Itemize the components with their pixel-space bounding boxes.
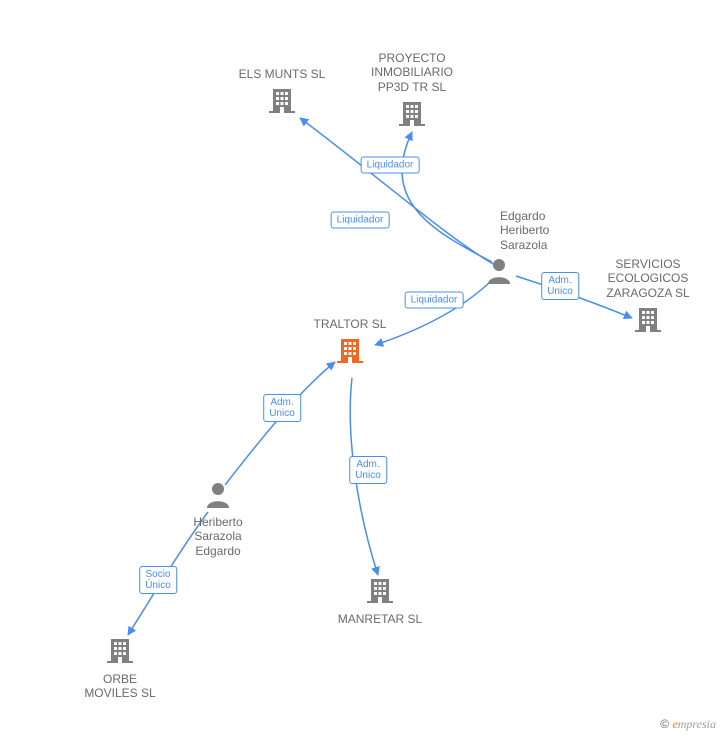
edge-label: Socio Único [139, 566, 177, 594]
company-node[interactable]: MANRETAR SL [320, 575, 440, 626]
building-icon [335, 335, 365, 368]
watermark: © empresia [660, 717, 716, 732]
company-node[interactable]: TRALTOR SL [290, 317, 410, 368]
node-label: PROYECTO INMOBILIARIO PP3D TR SL [352, 51, 472, 94]
edge-label: Adm. Unico [349, 456, 387, 484]
node-label: Edgardo Heriberto Sarazola [500, 209, 600, 252]
edge-label: Adm. Unico [263, 394, 301, 422]
node-label: Heriberto Sarazola Edgardo [158, 515, 278, 558]
building-icon [105, 635, 135, 668]
company-node[interactable]: PROYECTO INMOBILIARIO PP3D TR SL [352, 51, 472, 131]
building-icon [267, 85, 297, 118]
node-label: SERVICIOS ECOLOGICOS ZARAGOZA SL [588, 257, 708, 300]
edge-label: Liquidador [331, 212, 390, 229]
person-node[interactable]: Edgardo Heriberto Sarazola [460, 209, 600, 287]
building-icon [633, 304, 663, 337]
edge-label: Liquidador [405, 292, 464, 309]
company-node[interactable]: ELS MUNTS SL [222, 67, 342, 118]
company-node[interactable]: ORBE MOVILES SL [60, 635, 180, 701]
person-icon [485, 256, 513, 287]
person-icon [204, 480, 232, 511]
edge-label: Liquidador [361, 157, 420, 174]
person-node[interactable]: Heriberto Sarazola Edgardo [158, 480, 278, 558]
edge-label: Adm. Unico [541, 272, 579, 300]
building-icon [365, 575, 395, 608]
company-node[interactable]: SERVICIOS ECOLOGICOS ZARAGOZA SL [588, 257, 708, 337]
relationship-edge [225, 362, 335, 485]
node-label: MANRETAR SL [320, 612, 440, 626]
building-icon [397, 98, 427, 131]
brand-rest: mpresia [678, 717, 716, 731]
node-label: ORBE MOVILES SL [60, 672, 180, 701]
node-label: TRALTOR SL [290, 317, 410, 331]
node-label: ELS MUNTS SL [222, 67, 342, 81]
copyright-symbol: © [660, 717, 669, 731]
